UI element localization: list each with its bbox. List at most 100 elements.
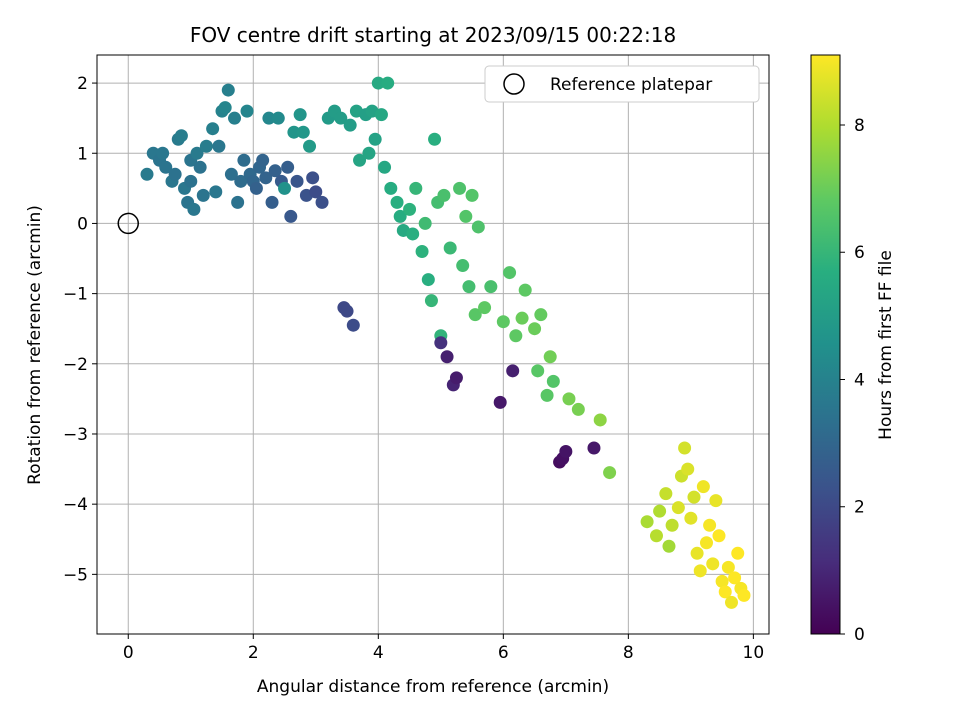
x-tick-label: 2 xyxy=(248,643,259,663)
data-point xyxy=(234,174,248,188)
data-point xyxy=(184,174,198,188)
data-point xyxy=(371,76,385,90)
data-point xyxy=(224,167,238,181)
data-point xyxy=(196,188,210,202)
data-point xyxy=(306,171,320,185)
data-point xyxy=(693,564,707,578)
x-tick-label: 6 xyxy=(498,643,509,663)
data-point xyxy=(465,188,479,202)
legend-marker-icon xyxy=(503,73,525,95)
data-point xyxy=(593,413,607,427)
y-axis-label: Rotation from reference (arcmin) xyxy=(25,205,45,485)
data-point xyxy=(415,245,429,259)
data-point xyxy=(209,185,223,199)
colorbar-label: Hours from first FF file xyxy=(876,250,896,440)
colorbar-ticks: 0 2 4 6 8 xyxy=(840,116,865,645)
data-point xyxy=(459,209,473,223)
data-point xyxy=(543,350,557,364)
data-point xyxy=(709,494,723,508)
data-point xyxy=(696,480,710,494)
x-axis-label: Angular distance from reference (arcmin) xyxy=(257,677,609,697)
data-point xyxy=(687,490,701,504)
data-point xyxy=(440,350,454,364)
colorbar-tick-label: 2 xyxy=(854,498,865,518)
data-point xyxy=(174,129,188,143)
y-tick-label: −5 xyxy=(63,565,88,585)
data-point xyxy=(187,202,201,216)
data-point xyxy=(649,529,663,543)
data-point xyxy=(368,132,382,146)
data-point xyxy=(728,571,742,585)
colorbar-tick-label: 0 xyxy=(854,625,865,645)
data-point xyxy=(462,280,476,294)
colorbar-tick-label: 8 xyxy=(854,116,865,136)
data-point xyxy=(540,388,554,402)
colorbar-tick-label: 4 xyxy=(854,370,865,390)
data-point xyxy=(571,402,585,416)
data-point xyxy=(346,318,360,332)
data-point xyxy=(424,294,438,308)
data-point xyxy=(559,445,573,459)
data-point xyxy=(393,209,407,223)
data-point xyxy=(718,585,732,599)
data-point xyxy=(493,395,507,409)
data-point xyxy=(378,160,392,174)
data-points xyxy=(140,76,751,609)
data-point xyxy=(240,104,254,118)
data-point xyxy=(212,139,226,153)
data-point xyxy=(468,308,482,322)
data-point xyxy=(315,195,329,209)
data-point xyxy=(712,529,726,543)
data-point xyxy=(374,108,388,122)
colorbar-tick-label: 6 xyxy=(854,243,865,263)
y-tick-label: 0 xyxy=(77,214,88,234)
data-point xyxy=(287,125,301,139)
data-point xyxy=(721,560,735,574)
y-tick-label: −3 xyxy=(63,425,88,445)
reference-platepar-marker xyxy=(117,212,140,235)
data-point xyxy=(156,146,170,160)
x-tick-label: 10 xyxy=(743,643,765,663)
y-tick-label: 2 xyxy=(77,74,88,94)
data-point xyxy=(384,181,398,195)
colorbar xyxy=(810,54,841,635)
data-point xyxy=(409,181,423,195)
data-point xyxy=(199,139,213,153)
data-point xyxy=(168,167,182,181)
data-point xyxy=(737,588,751,602)
y-axis-ticks: 2 1 0 −1 −2 −3 −4 −5 xyxy=(63,74,97,585)
data-point xyxy=(249,181,263,195)
data-point xyxy=(659,487,673,501)
data-point xyxy=(671,501,685,515)
data-point xyxy=(362,146,376,160)
data-point xyxy=(534,308,548,322)
data-point xyxy=(653,504,667,518)
data-point xyxy=(268,164,282,178)
data-point xyxy=(456,259,470,273)
data-point xyxy=(434,336,448,350)
data-point xyxy=(640,515,654,529)
data-point xyxy=(471,220,485,234)
data-point xyxy=(418,216,432,230)
data-point xyxy=(262,111,276,125)
legend: Reference platepar xyxy=(484,65,760,103)
grid-lines xyxy=(97,55,769,634)
data-point xyxy=(703,518,717,532)
data-point xyxy=(528,322,542,336)
data-point xyxy=(515,311,529,325)
data-point xyxy=(140,167,154,181)
data-point xyxy=(218,101,232,115)
data-point xyxy=(690,546,704,560)
data-point xyxy=(343,118,357,132)
x-tick-label: 8 xyxy=(623,643,634,663)
data-point xyxy=(193,160,207,174)
chart-title: FOV centre drift starting at 2023/09/15 … xyxy=(190,23,676,47)
data-point xyxy=(603,466,617,480)
data-point xyxy=(221,83,235,97)
data-point xyxy=(406,227,420,241)
data-point xyxy=(237,153,251,167)
data-point xyxy=(478,301,492,315)
data-point xyxy=(259,171,273,185)
data-point xyxy=(731,546,745,560)
data-point xyxy=(271,111,285,125)
